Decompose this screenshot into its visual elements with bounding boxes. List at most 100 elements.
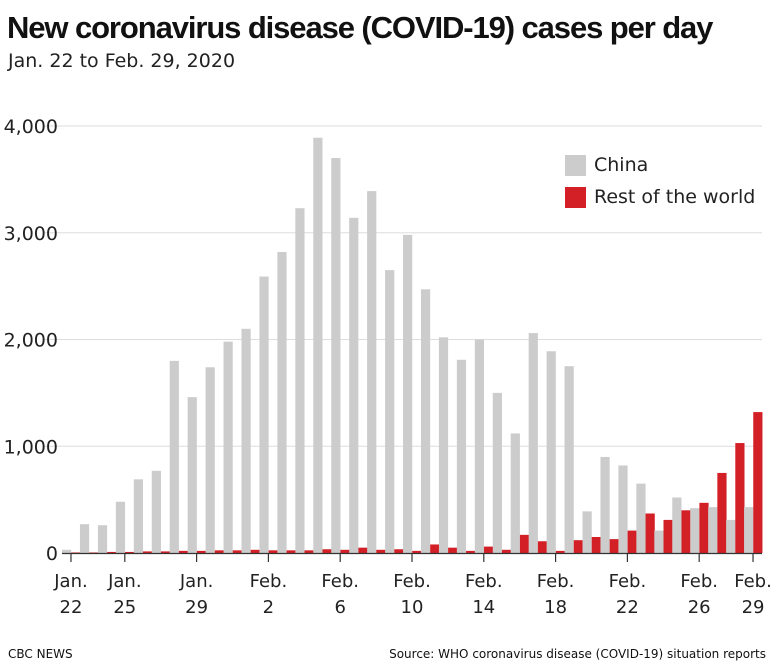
x-tick-label-month: Feb.	[393, 571, 431, 592]
bar-rest-of-world	[125, 551, 135, 553]
bar-china	[672, 497, 682, 553]
bar-rest-of-world	[466, 550, 476, 553]
bar-china	[403, 234, 413, 553]
x-tick-label-day: 22	[60, 597, 83, 618]
x-tick-label-day: 29	[185, 597, 208, 618]
bar-china	[295, 208, 305, 553]
bar-rest-of-world	[358, 547, 368, 553]
x-tick-label-month: Feb.	[321, 571, 359, 592]
bar-china	[151, 470, 161, 553]
x-tick-label-day: 6	[334, 597, 345, 618]
bar-china	[349, 217, 359, 553]
bar-rest-of-world	[322, 549, 332, 553]
bar-china	[582, 511, 592, 553]
x-tick-label-month: Feb.	[537, 571, 575, 592]
legend-swatch-rest-of-world	[565, 186, 586, 208]
bar-rest-of-world	[484, 546, 494, 553]
bar-rest-of-world	[89, 552, 99, 553]
x-tick-label-month: Feb.	[734, 571, 772, 592]
y-tick-label: 0	[46, 543, 58, 565]
bar-china	[223, 341, 233, 553]
bar-china	[205, 367, 215, 553]
bar-china	[97, 525, 108, 553]
y-tick-label: 1,000	[4, 436, 58, 458]
bar-rest-of-world	[537, 541, 548, 553]
x-tick-label-day: 10	[401, 597, 424, 618]
bar-rest-of-world	[142, 551, 153, 553]
bar-china	[474, 339, 485, 553]
bar-rest-of-world	[501, 549, 512, 553]
bar-rest-of-world	[753, 412, 763, 553]
bar-rest-of-world	[627, 530, 637, 553]
x-tick-label-day: 14	[472, 597, 495, 618]
bar-rest-of-world	[609, 539, 619, 553]
legend-label-china: China	[594, 154, 649, 176]
bar-china	[115, 501, 126, 553]
y-tick-label: 4,000	[4, 116, 58, 138]
bar-china	[600, 456, 610, 553]
bar-rest-of-world	[555, 550, 566, 553]
bar-china	[313, 137, 323, 553]
bar-rest-of-world	[107, 551, 117, 553]
bar-china	[708, 507, 718, 553]
x-tick-label-month: Jan.	[179, 571, 213, 592]
bar-china	[690, 508, 700, 553]
chart-subtitle: Jan. 22 to Feb. 29, 2020	[8, 50, 236, 72]
bar-rest-of-world	[178, 550, 189, 553]
bar-china	[79, 524, 90, 553]
footer-source: Source: WHO coronavirus disease (COVID-1…	[389, 647, 766, 661]
bar-rest-of-world	[573, 540, 583, 553]
bar-rest-of-world	[196, 550, 207, 553]
bar-china	[331, 158, 341, 553]
legend-item-china: China	[565, 154, 648, 176]
bar-rest-of-world	[232, 550, 242, 553]
bar-rest-of-world	[735, 443, 745, 553]
bar-rest-of-world	[430, 544, 440, 553]
chart-title: New coronavirus disease (COVID-19) cases…	[7, 10, 713, 45]
bar-china	[654, 530, 664, 553]
bar-china	[169, 360, 179, 553]
bar-rest-of-world	[412, 550, 422, 553]
x-tick-label-month: Feb.	[680, 571, 718, 592]
bar-rest-of-world	[681, 510, 691, 553]
bar-rest-of-world	[717, 472, 727, 553]
bar-rest-of-world	[340, 549, 350, 553]
x-tick-label-month: Feb.	[465, 571, 503, 592]
bar-rest-of-world	[304, 550, 314, 553]
legend-swatch-china	[565, 154, 586, 176]
bar-china	[133, 479, 143, 553]
bar-rest-of-world	[214, 550, 224, 553]
legend-item-rest-of-world: Rest of the world	[565, 186, 755, 208]
bar-china	[492, 392, 502, 553]
x-tick-label-month: Feb.	[250, 571, 288, 592]
bar-rest-of-world	[394, 549, 404, 553]
bar-rest-of-world	[699, 502, 709, 553]
x-tick-label-month: Feb.	[609, 571, 647, 592]
bar-china	[187, 397, 197, 553]
bar-china	[744, 507, 754, 553]
bar-china	[62, 549, 72, 553]
bar-china	[726, 519, 736, 553]
bar-rest-of-world	[286, 550, 296, 553]
bar-china	[277, 251, 287, 553]
x-tick-label-day: 26	[688, 597, 711, 618]
bar-rest-of-world	[448, 547, 458, 553]
bar-china	[385, 270, 395, 553]
y-tick-label: 2,000	[4, 330, 58, 352]
bar-china	[546, 351, 556, 553]
bar-rest-of-world	[250, 549, 260, 553]
y-tick-label: 3,000	[4, 223, 58, 245]
bar-rest-of-world	[663, 519, 673, 553]
x-tick-label-day: 2	[263, 597, 274, 618]
x-tick-label-month: Jan.	[107, 571, 141, 592]
legend-label-rest-of-world: Rest of the world	[594, 186, 756, 208]
bar-rest-of-world	[376, 549, 386, 553]
x-tick-label-day: 25	[113, 597, 136, 618]
bar-china	[438, 337, 449, 553]
bar-rest-of-world	[645, 513, 655, 553]
bar-china	[528, 333, 538, 553]
bar-rest-of-world	[71, 552, 81, 553]
bar-china	[636, 483, 646, 553]
bar-china	[420, 289, 431, 553]
